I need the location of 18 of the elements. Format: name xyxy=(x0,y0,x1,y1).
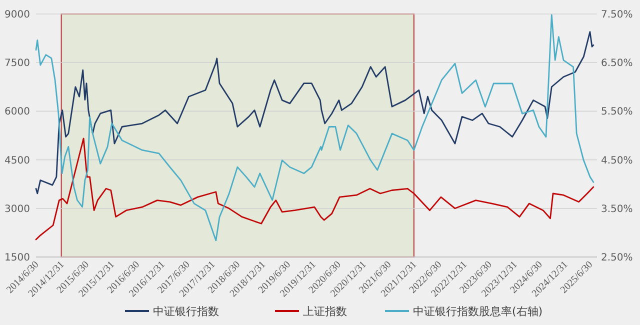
y2-tick-label: 5.50% xyxy=(601,106,633,118)
line-series xyxy=(35,31,594,194)
y2-tick-label: 6.50% xyxy=(601,58,633,70)
y2-tick-label: 2.50% xyxy=(601,252,633,264)
y-tick-label: 6000 xyxy=(4,106,30,118)
line-series xyxy=(35,14,594,242)
y2-tick-label: 7.50% xyxy=(601,10,633,20)
legend-label: 上证指数 xyxy=(303,304,347,318)
y2-tick-label: 4.50% xyxy=(601,155,633,166)
y-tick-label: 1500 xyxy=(4,252,30,264)
legend-label: 中证银行指数 xyxy=(153,304,219,318)
y-tick-label: 3000 xyxy=(4,204,30,215)
y2-tick-label: 3.50% xyxy=(601,204,633,215)
legend-label: 中证银行指数股息率(右轴) xyxy=(413,304,543,318)
y-tick-label: 9000 xyxy=(4,10,30,20)
y-tick-label: 4500 xyxy=(4,155,30,166)
line-series xyxy=(35,138,594,240)
y-tick-label: 7500 xyxy=(4,58,30,70)
